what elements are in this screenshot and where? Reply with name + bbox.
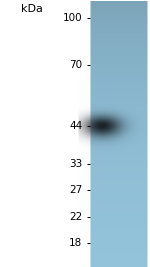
Text: 33: 33 bbox=[69, 159, 82, 169]
Text: 70: 70 bbox=[69, 60, 82, 70]
Text: 27: 27 bbox=[69, 185, 82, 195]
Text: kDa: kDa bbox=[21, 4, 43, 14]
Text: 100: 100 bbox=[63, 13, 82, 23]
Text: 22: 22 bbox=[69, 212, 82, 222]
Text: 44: 44 bbox=[69, 121, 82, 131]
Text: 18: 18 bbox=[69, 238, 82, 248]
